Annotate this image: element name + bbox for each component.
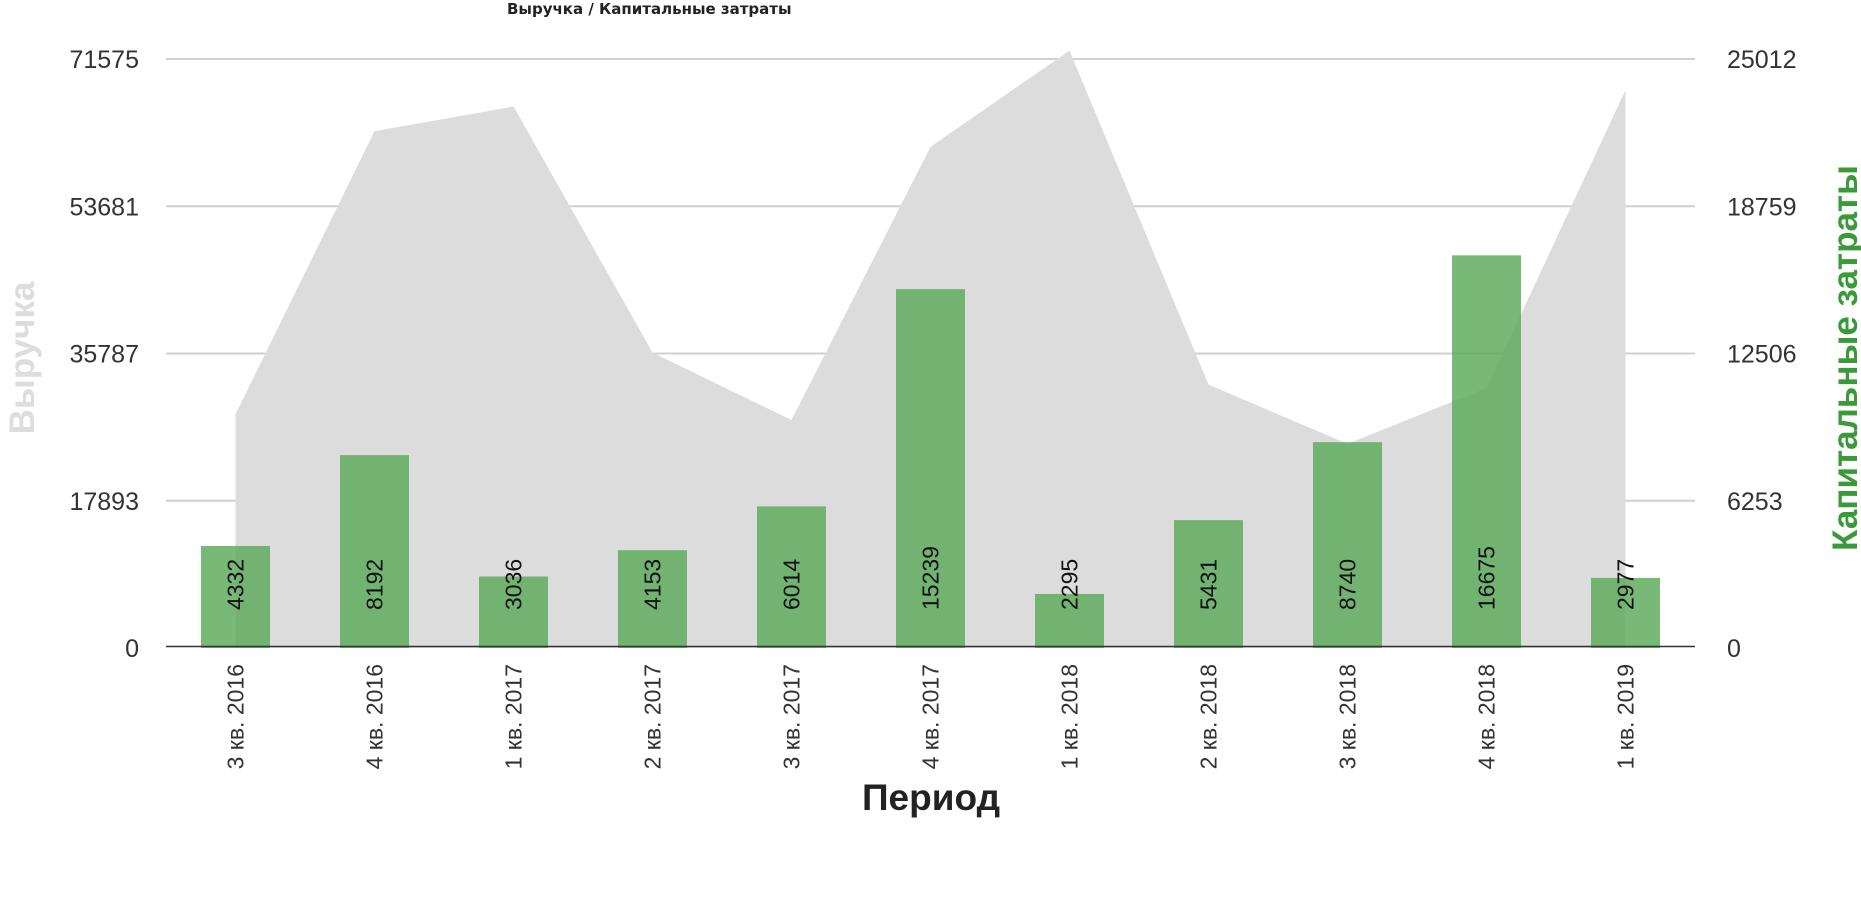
bar-data-label: 8740 [1335,559,1361,610]
x-tick-label: 1 кв. 2017 [501,664,527,769]
x-tick-label: 1 кв. 2018 [1057,664,1083,769]
chart-title: Выручка / Капитальные затраты [507,0,792,18]
capex-bar [201,545,270,648]
capex-bar [1035,593,1104,648]
x-axis-tick-labels: 3 кв. 2016 4 кв. 2016 1 кв. 2017 2 кв. 2017… [223,664,1639,769]
capex-bar [479,576,548,648]
capex-bar [1313,442,1382,648]
right-tick-label: 0 [1727,635,1741,663]
right-tick-label: 12506 [1727,341,1797,369]
x-tick-label: 2 кв. 2018 [1196,664,1222,769]
right-tick-label: 18759 [1727,193,1797,221]
bar-data-label: 15239 [918,546,944,610]
left-axis-title: Выручка [3,281,42,434]
bar-data-label: 2295 [1057,559,1083,610]
capex-bar [1591,577,1660,648]
capex-bar [757,506,826,648]
bar-data-label: 16675 [1474,546,1500,610]
left-tick-label: 0 [125,635,139,663]
right-tick-label: 25012 [1727,46,1797,74]
left-tick-label: 17893 [69,488,139,516]
bar-data-label: 3036 [501,559,527,610]
right-axis-ticks: 0 6253 12506 18759 25012 [1727,46,1797,663]
bar-data-label: 6014 [779,559,805,610]
bar-data-label: 8192 [362,559,388,610]
capex-bar [1452,255,1521,648]
capex-bar [618,550,687,648]
x-tick-label: 1 кв. 2019 [1613,664,1639,769]
bar-data-label: 2977 [1613,559,1639,610]
left-axis-ticks: 0 17893 35787 53681 71575 [69,46,139,663]
x-tick-label: 3 кв. 2018 [1335,664,1361,769]
left-tick-label: 35787 [69,341,139,369]
x-tick-label: 4 кв. 2016 [362,664,388,769]
right-tick-label: 6253 [1727,488,1783,516]
capex-bar [896,289,965,648]
x-tick-label: 3 кв. 2016 [223,664,249,769]
x-tick-label: 2 кв. 2017 [640,664,666,769]
x-axis-title: Период [862,777,1000,818]
bar-data-label: 5431 [1196,559,1222,610]
left-tick-label: 53681 [69,193,139,221]
bar-data-labels: 4332 8192 3036 4153 6014 15239 2295 5431 8740 166… [223,546,1639,610]
capex-bar-layer [201,255,1660,648]
left-tick-label: 71575 [69,46,139,74]
x-tick-label: 4 кв. 2018 [1474,664,1500,769]
capex-bar [340,455,409,648]
x-tick-label: 4 кв. 2017 [918,664,944,769]
bar-data-label: 4153 [640,559,666,610]
right-axis-title: Капитальные затраты [1826,165,1861,551]
bar-data-label: 4332 [223,559,249,610]
x-tick-label: 3 кв. 2017 [779,664,805,769]
capex-bar [1174,520,1243,648]
